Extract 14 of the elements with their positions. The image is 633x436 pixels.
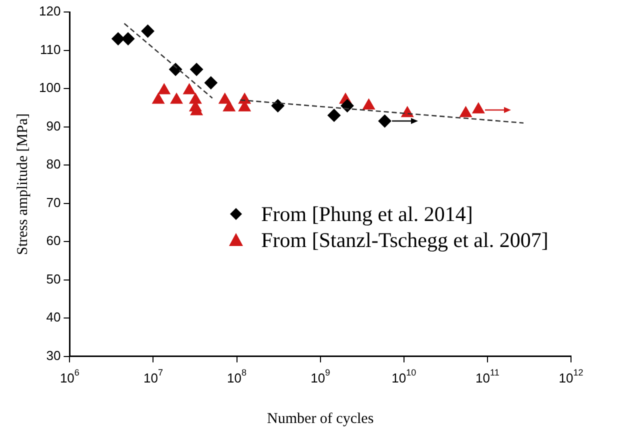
y-tick-label: 60	[46, 233, 61, 248]
y-tick-label: 80	[46, 156, 61, 172]
y-tick-label: 40	[46, 310, 61, 325]
legend-label: From [Phung et al. 2014]	[261, 202, 473, 227]
y-tick-label: 90	[46, 118, 61, 134]
y-tick-label: 110	[40, 42, 61, 57]
x-axis-title: Number of cycles	[267, 410, 374, 427]
y-tick-label: 70	[46, 194, 61, 210]
y-tick-label: 100	[38, 80, 61, 96]
legend-label: From [Stanzl-Tschegg et al. 2007]	[261, 228, 548, 253]
y-tick-label: 30	[46, 348, 61, 363]
y-tick-label: 50	[46, 271, 61, 286]
y-tick-label: 120	[38, 4, 61, 19]
y-axis-title: Stress amplitude [MPa]	[14, 113, 31, 256]
